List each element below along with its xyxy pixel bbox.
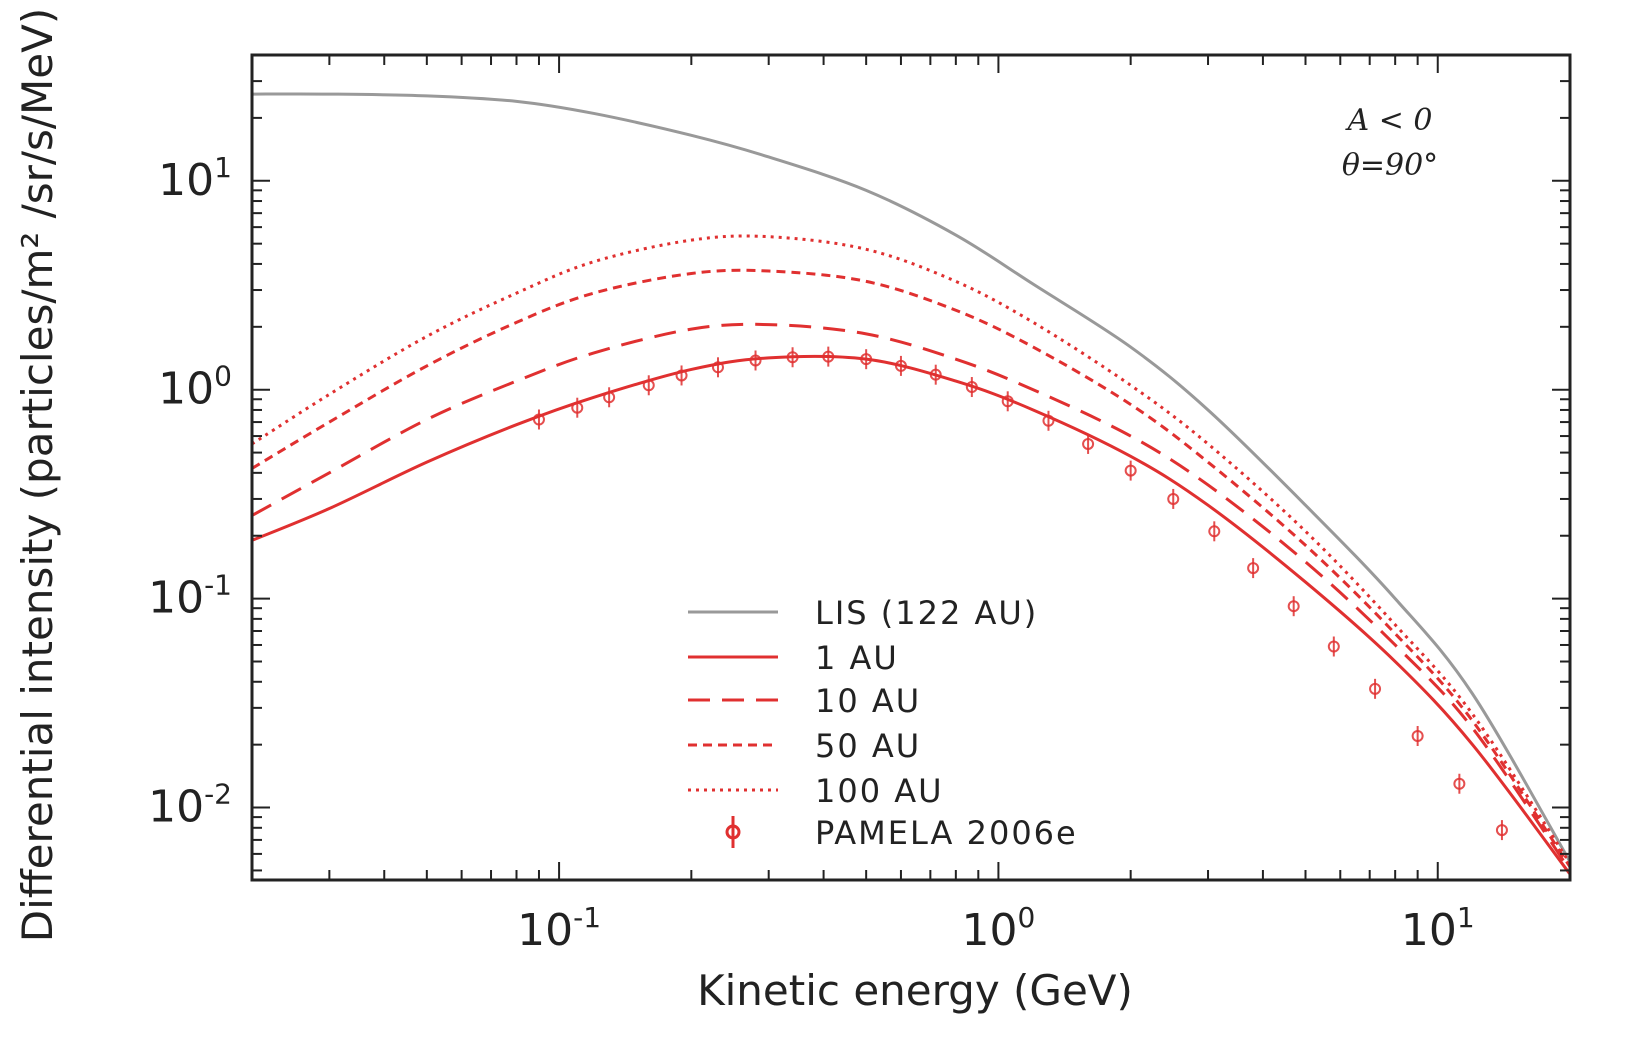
data-point — [1042, 414, 1055, 427]
legend-label-50-au: 50 AU — [815, 727, 921, 765]
data-point — [1167, 492, 1180, 505]
data-point — [1495, 824, 1508, 837]
y-tick-label: 10-1 — [148, 569, 232, 624]
ticks-layer — [251, 54, 1571, 880]
series-pamela-2006e — [532, 346, 1508, 841]
series-line-1-au — [252, 354, 1570, 876]
data-point — [929, 368, 942, 381]
data-point — [1369, 682, 1382, 695]
data-point — [860, 353, 873, 366]
series-line-10-au — [252, 322, 1570, 872]
data-point — [1287, 600, 1300, 613]
legend-marker — [725, 824, 741, 840]
data-point — [822, 350, 835, 363]
series-line-lis-122-au — [252, 92, 1570, 863]
data-point — [965, 381, 978, 394]
legend-label-lis-122-au: LIS (122 AU) — [815, 594, 1038, 632]
legend-label-100-au: 100 AU — [815, 772, 944, 810]
legend-label-10-au: 10 AU — [815, 682, 921, 720]
x-axis-title: Kinetic energy (GeV) — [697, 966, 1133, 1015]
data-point — [1411, 730, 1424, 743]
series-line-50-au — [252, 268, 1570, 868]
annotation-angle: θ=90° — [1342, 148, 1438, 183]
data-point — [1327, 640, 1340, 653]
data-point — [749, 354, 762, 367]
y-tick-label: 10-2 — [148, 778, 232, 833]
x-tick-label: 100 — [962, 901, 1036, 956]
x-tick-label: 101 — [1401, 901, 1475, 956]
data-point — [1124, 464, 1137, 477]
y-tick-label: 100 — [158, 360, 232, 415]
data-point — [1082, 437, 1095, 450]
legend-label-pamela-2006e: PAMELA 2006e — [815, 814, 1078, 852]
data-point — [603, 391, 616, 404]
data-point — [532, 413, 545, 426]
data-point — [711, 361, 724, 374]
data-point — [675, 369, 688, 382]
data-point — [786, 351, 799, 364]
y-axis-title: Differential intensity (particles/m² /sr… — [13, 8, 62, 943]
series-layer — [252, 92, 1570, 876]
data-point — [1453, 777, 1466, 790]
labels-layer: 10-1 100 101 101 100 10-1 10-2 — [148, 151, 1475, 956]
data-point — [642, 379, 655, 392]
data-point — [1208, 525, 1221, 538]
annotation-field-sign: A < 0 — [1345, 103, 1433, 138]
y-tick-label: 101 — [158, 151, 232, 206]
legend: LIS (122 AU) 1 AU 10 AU 50 AU 100 AU PAMELA 2… — [688, 594, 1078, 852]
x-tick-label: 10-1 — [517, 901, 601, 956]
data-point — [1001, 395, 1014, 408]
data-point — [571, 401, 584, 414]
data-point — [1247, 562, 1260, 575]
series-line-100-au — [252, 234, 1570, 865]
data-point — [894, 359, 907, 372]
plot-frame — [250, 53, 1572, 882]
legend-label-1-au: 1 AU — [815, 639, 899, 677]
